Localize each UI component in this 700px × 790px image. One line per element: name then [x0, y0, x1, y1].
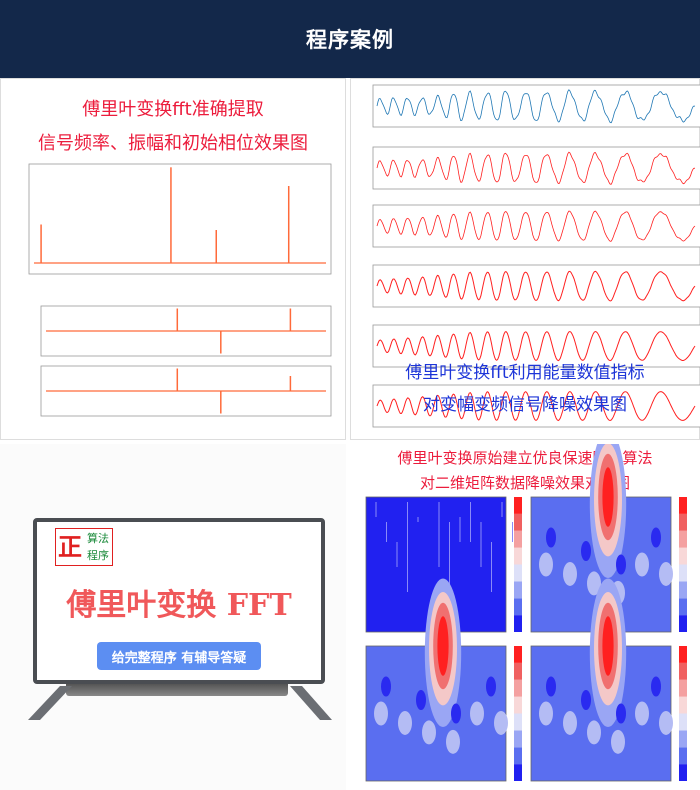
page-title: 程序案例	[306, 28, 394, 52]
colorbar-segment	[679, 696, 687, 714]
signal-line	[376, 89, 696, 124]
colorbar-segment	[514, 598, 522, 616]
colorbar-segment	[514, 547, 522, 565]
signal-denoise-panel: 傅里叶变换fft利用能量数值指标 对变幅变频信号降噪效果图	[350, 78, 700, 440]
colorbar-segment	[514, 646, 522, 663]
colorbar-segment	[514, 747, 522, 765]
colorbar-segment	[514, 764, 522, 781]
contour-blob	[563, 561, 577, 586]
denoise-title-line2: 对变幅变频信号降噪效果图	[423, 395, 627, 415]
colorbar-segment	[679, 564, 687, 582]
colorbar-segment	[679, 679, 687, 697]
contour-blob	[563, 710, 577, 735]
colorbar-segment	[679, 646, 687, 663]
contour-blob	[539, 552, 553, 577]
contour-blob	[616, 554, 626, 575]
amplitude-spectrum-plots	[28, 163, 332, 417]
contour-blob	[616, 703, 626, 724]
signal-line	[376, 391, 696, 422]
colorbar-segment	[679, 598, 687, 616]
signal-line	[376, 210, 696, 242]
matrix-denoise-panel: 傅里叶变换原始建立优良保速降噪算法 对二维矩阵数据降噪效果对比图	[350, 444, 700, 790]
colorbar-segment	[679, 615, 687, 632]
contour-blob	[398, 710, 412, 735]
colorbar-segment	[679, 547, 687, 565]
contour-peak	[437, 616, 449, 676]
logo-mark: 正	[58, 533, 82, 561]
contour-blob	[446, 729, 460, 754]
colorbar-segment	[514, 713, 522, 731]
colorbar-segment	[514, 679, 522, 697]
contour-blob	[587, 571, 601, 596]
colorbar-segment	[514, 530, 522, 548]
tv-screen: 正 算法 程序 傅里叶变换 FFT 给完整程序 有辅导答疑	[33, 518, 325, 684]
program-support-badge: 给完整程序 有辅导答疑	[97, 642, 261, 670]
contour-blob	[486, 676, 496, 697]
contour-blob	[470, 701, 484, 726]
signal-line	[376, 270, 696, 302]
matrix-title-line1: 傅里叶变换原始建立优良保速降噪算法	[397, 449, 653, 467]
contour-blob	[587, 720, 601, 745]
contour-blob	[651, 676, 661, 697]
signal-axes	[372, 146, 700, 190]
signal-line	[376, 330, 696, 362]
contour-blob	[381, 676, 391, 697]
tv-stand-icon	[28, 686, 332, 720]
contour-blob	[422, 720, 436, 745]
header: 程序案例	[0, 0, 700, 78]
contour-blob	[611, 729, 625, 754]
contour-blob	[635, 552, 649, 577]
spectrum-panel: 傅里叶变换fft准确提取 信号频率、振幅和初始相位效果图	[0, 78, 346, 440]
contour-blob	[546, 527, 556, 548]
contour-blob	[374, 701, 388, 726]
colorbar-segment	[679, 497, 687, 514]
colorbar-segment	[679, 747, 687, 765]
matrix-title-line2: 对二维矩阵数据降噪效果对比图	[419, 474, 630, 492]
colorbar-segment	[514, 662, 522, 680]
contour-blob	[659, 710, 673, 735]
spectrum-title-line2: 信号频率、振幅和初始相位效果图	[38, 133, 308, 154]
colorbar-segment	[514, 564, 522, 582]
contour-blob	[581, 690, 591, 710]
colorbar-segment	[679, 764, 687, 781]
colorbar-segment	[679, 730, 687, 748]
colorbar-segment	[679, 530, 687, 548]
contour-blob	[651, 527, 661, 548]
colorbar-segment	[514, 513, 522, 531]
contour-blob	[416, 690, 426, 710]
colorbar-segment	[679, 662, 687, 680]
fft-headline: 傅里叶变换 FFT	[66, 588, 292, 623]
colorbar-segment	[679, 513, 687, 531]
contour-blob	[451, 703, 461, 724]
tv-speaker-bar	[66, 684, 288, 696]
logo: 正 算法 程序	[55, 528, 113, 566]
colorbar-segment	[514, 696, 522, 714]
colorbar-segment	[514, 730, 522, 748]
logo-line1: 算法	[87, 532, 109, 545]
logo-line2: 程序	[87, 549, 109, 562]
signal-plots	[372, 84, 700, 428]
colorbar-segment	[514, 581, 522, 599]
contour-blob	[539, 701, 553, 726]
contour-blob	[581, 541, 591, 561]
contour-blob	[659, 561, 673, 586]
contour-plots	[365, 444, 687, 782]
denoise-title-line1: 傅里叶变换fft利用能量数值指标	[405, 363, 645, 383]
contour-blob	[546, 676, 556, 697]
contour-blob	[635, 701, 649, 726]
colorbar-segment	[514, 497, 522, 514]
spectrum-title-line1: 傅里叶变换fft准确提取	[82, 99, 264, 120]
colorbar-segment	[514, 615, 522, 632]
signal-line	[376, 151, 696, 185]
colorbar-segment	[679, 581, 687, 599]
contour-blob	[494, 710, 508, 735]
contour-peak	[602, 467, 614, 527]
contour-peak	[602, 616, 614, 676]
colorbar-segment	[679, 713, 687, 731]
spectrum-axes	[28, 163, 332, 275]
